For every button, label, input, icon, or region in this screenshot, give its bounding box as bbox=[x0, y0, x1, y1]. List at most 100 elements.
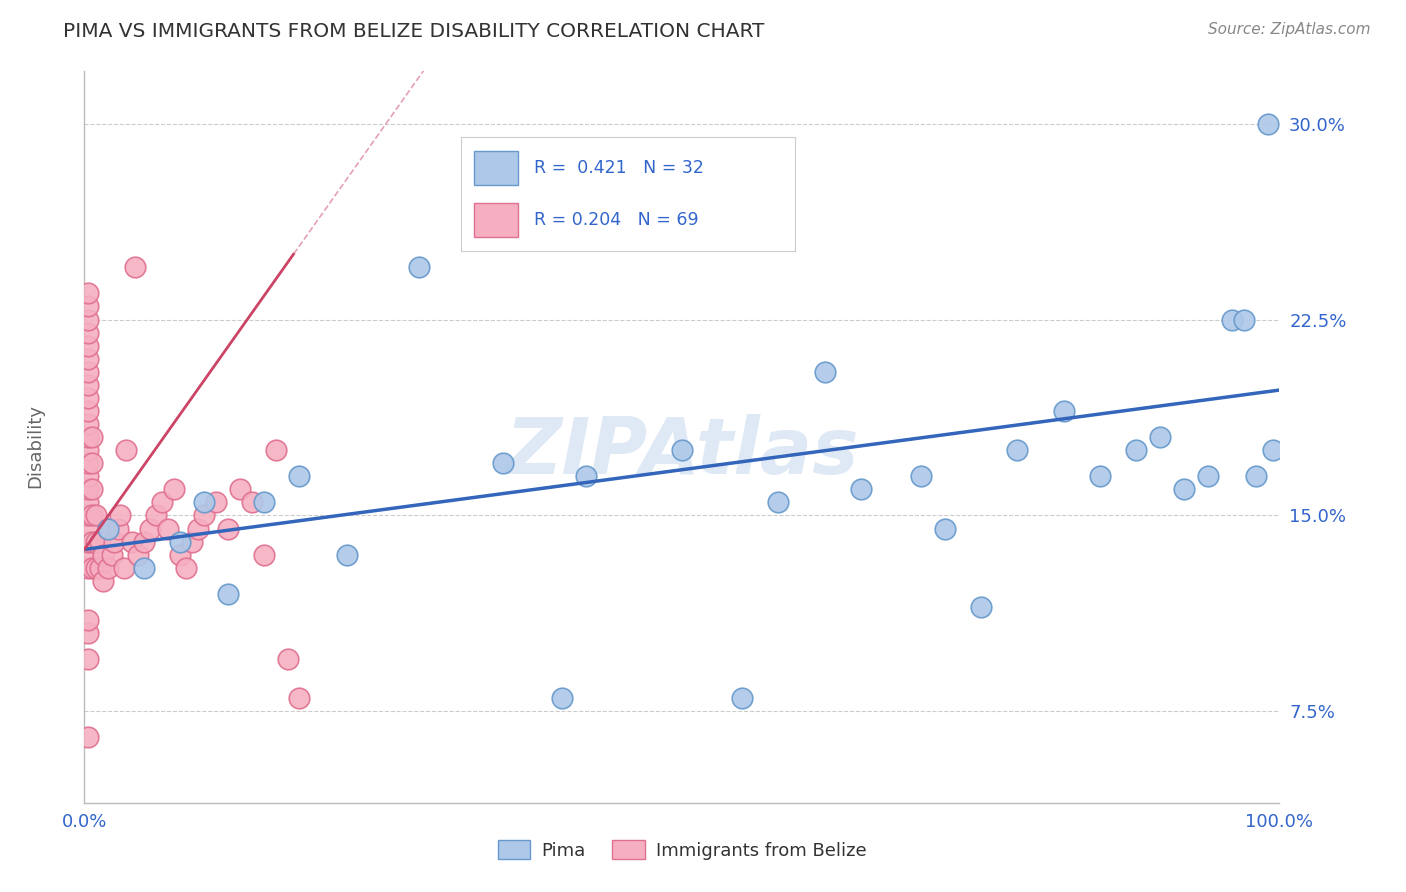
Text: Source: ZipAtlas.com: Source: ZipAtlas.com bbox=[1208, 22, 1371, 37]
Point bbox=[157, 521, 180, 535]
Point bbox=[240, 495, 263, 509]
Point bbox=[80, 534, 103, 549]
Point bbox=[132, 560, 156, 574]
Point bbox=[77, 326, 100, 340]
Point bbox=[1257, 117, 1279, 131]
Point bbox=[110, 508, 132, 523]
Point bbox=[77, 548, 100, 562]
Point bbox=[77, 521, 100, 535]
Text: Disability: Disability bbox=[27, 404, 44, 488]
Point bbox=[139, 521, 162, 535]
Point bbox=[288, 469, 311, 483]
Point bbox=[551, 691, 574, 706]
Point bbox=[77, 365, 100, 379]
Text: ZIPAtlas: ZIPAtlas bbox=[505, 414, 859, 490]
Point bbox=[934, 521, 956, 535]
Point bbox=[766, 495, 789, 509]
Point bbox=[101, 548, 124, 562]
Point bbox=[80, 456, 103, 470]
Point bbox=[253, 548, 276, 562]
Point bbox=[80, 483, 103, 497]
Point bbox=[910, 469, 932, 483]
Point bbox=[77, 443, 100, 458]
Point bbox=[127, 548, 149, 562]
Text: PIMA VS IMMIGRANTS FROM BELIZE DISABILITY CORRELATION CHART: PIMA VS IMMIGRANTS FROM BELIZE DISABILIT… bbox=[63, 22, 765, 41]
Point bbox=[97, 521, 120, 535]
Point bbox=[80, 430, 103, 444]
Point bbox=[77, 417, 100, 431]
Point bbox=[77, 351, 100, 366]
Point bbox=[408, 260, 430, 275]
Point bbox=[77, 377, 100, 392]
Point bbox=[163, 483, 186, 497]
Point bbox=[77, 312, 100, 326]
Point bbox=[115, 443, 138, 458]
Point bbox=[124, 260, 146, 275]
Point bbox=[1244, 469, 1267, 483]
Point bbox=[86, 534, 108, 549]
Point bbox=[97, 521, 120, 535]
Point bbox=[103, 534, 125, 549]
Point bbox=[97, 560, 120, 574]
Point bbox=[1125, 443, 1147, 458]
Point bbox=[77, 469, 100, 483]
Point bbox=[77, 404, 100, 418]
Point bbox=[1005, 443, 1028, 458]
Point bbox=[671, 443, 693, 458]
Point bbox=[89, 560, 111, 574]
Point bbox=[93, 574, 115, 588]
Point bbox=[132, 534, 156, 549]
Point bbox=[193, 495, 215, 509]
Point bbox=[1053, 404, 1076, 418]
Point bbox=[77, 338, 100, 352]
Point bbox=[93, 548, 115, 562]
Point bbox=[77, 534, 100, 549]
Point bbox=[77, 508, 100, 523]
Point bbox=[77, 495, 100, 509]
Point bbox=[77, 652, 100, 666]
Point bbox=[86, 508, 108, 523]
Point bbox=[112, 560, 135, 574]
Point bbox=[1220, 312, 1243, 326]
Point bbox=[77, 391, 100, 405]
Point bbox=[1197, 469, 1219, 483]
Point bbox=[80, 560, 103, 574]
Point bbox=[814, 365, 837, 379]
Point bbox=[575, 469, 598, 483]
Point bbox=[1090, 469, 1112, 483]
Point bbox=[1149, 430, 1171, 444]
Point bbox=[253, 495, 276, 509]
Point bbox=[77, 626, 100, 640]
Point bbox=[205, 495, 228, 509]
Point bbox=[970, 599, 993, 614]
Point bbox=[80, 508, 103, 523]
Point bbox=[77, 731, 100, 745]
Point bbox=[217, 521, 239, 535]
Point bbox=[187, 521, 209, 535]
Point bbox=[169, 534, 191, 549]
Point bbox=[107, 521, 129, 535]
Point bbox=[77, 560, 100, 574]
Point bbox=[169, 548, 191, 562]
Point bbox=[150, 495, 173, 509]
Point bbox=[1173, 483, 1195, 497]
Point bbox=[193, 508, 215, 523]
Point bbox=[492, 456, 515, 470]
Point bbox=[851, 483, 873, 497]
Point bbox=[77, 483, 100, 497]
Point bbox=[217, 587, 239, 601]
Point bbox=[277, 652, 299, 666]
Point bbox=[181, 534, 204, 549]
Point bbox=[77, 430, 100, 444]
Point bbox=[288, 691, 311, 706]
Point bbox=[77, 456, 100, 470]
Legend: Pima, Immigrants from Belize: Pima, Immigrants from Belize bbox=[491, 833, 873, 867]
Point bbox=[86, 560, 108, 574]
Point bbox=[174, 560, 197, 574]
Point bbox=[229, 483, 252, 497]
Point bbox=[77, 286, 100, 301]
Point bbox=[77, 300, 100, 314]
Point bbox=[1233, 312, 1256, 326]
Point bbox=[731, 691, 754, 706]
Point bbox=[121, 534, 143, 549]
